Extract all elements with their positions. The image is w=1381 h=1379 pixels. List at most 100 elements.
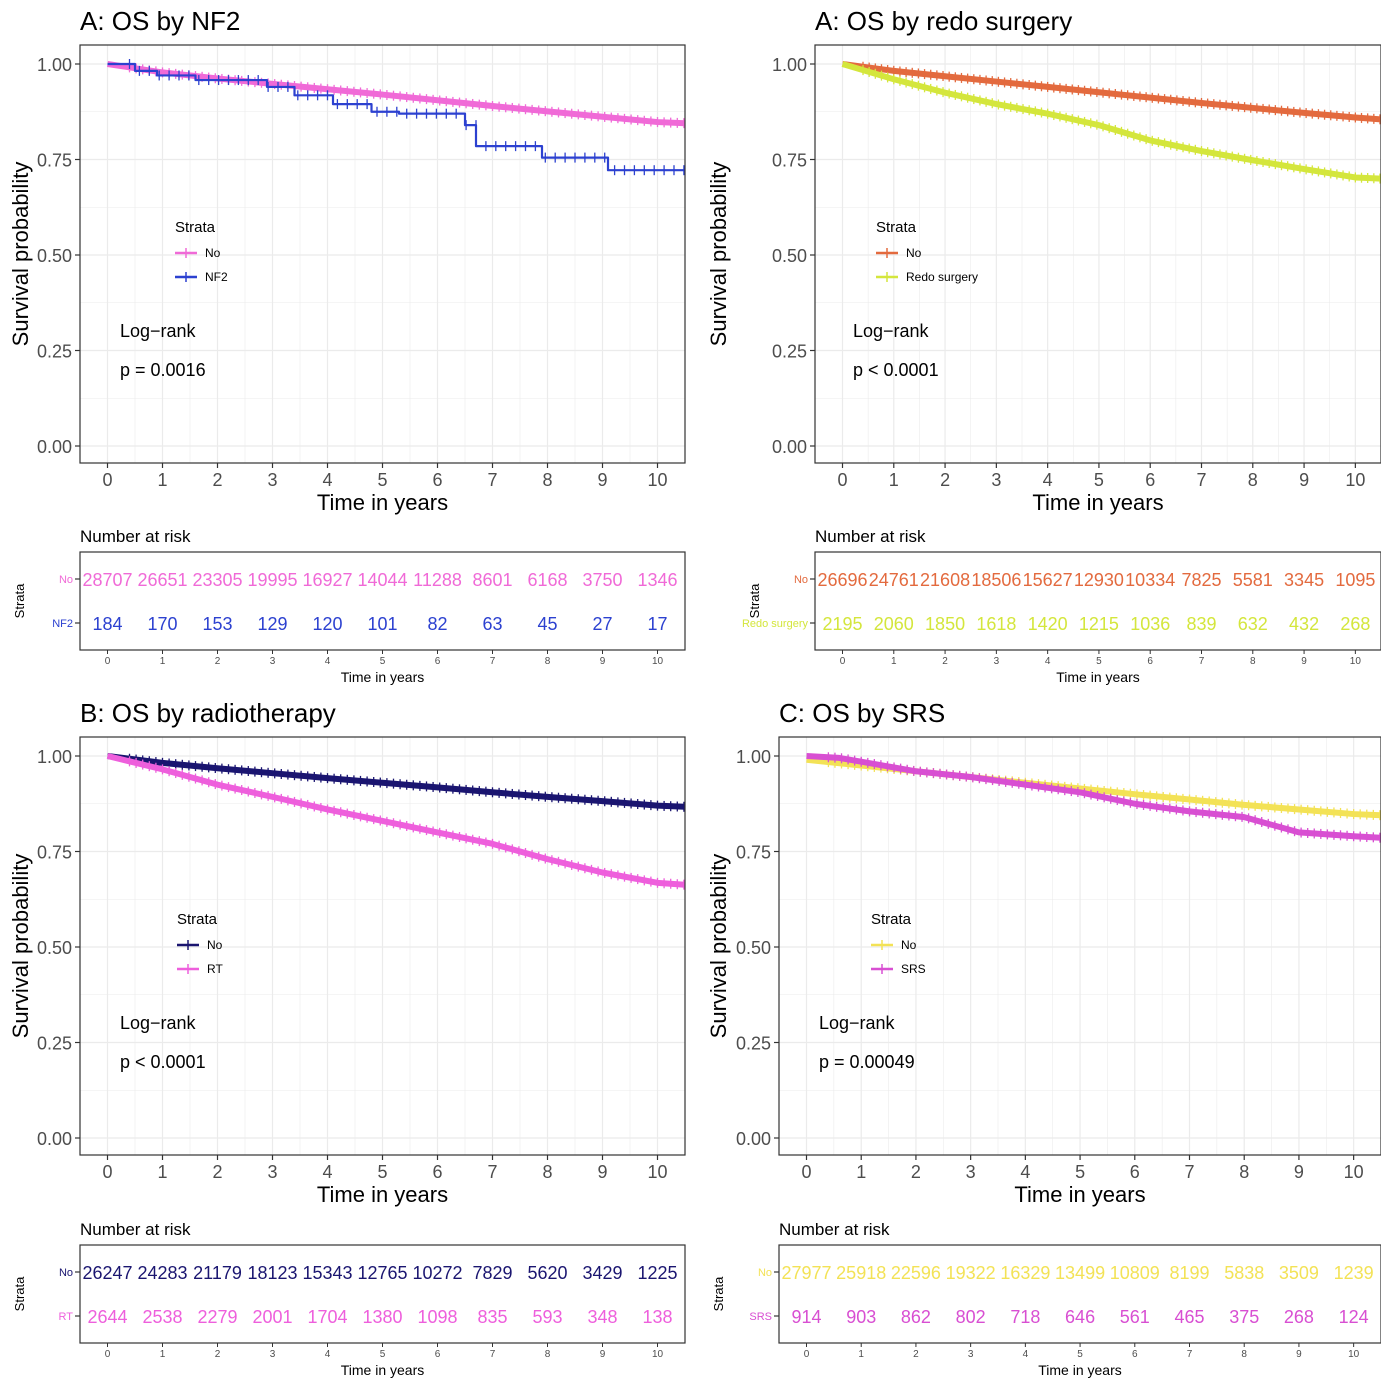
risk-table-title: Number at risk (80, 1220, 191, 1239)
risk-count: 138 (642, 1307, 672, 1327)
x-axis-label: Time in years (1014, 1182, 1145, 1207)
risk-count: 862 (901, 1307, 931, 1327)
plot-border (814, 44, 1381, 464)
risk-count: 7825 (1181, 570, 1221, 590)
risk-count: 22596 (891, 1263, 941, 1283)
x-tick-label: 10 (1344, 1162, 1364, 1182)
risk-count: 12930 (1074, 570, 1124, 590)
risk-x-tick-label: 7 (490, 656, 496, 667)
risk-row-label: No (59, 1267, 73, 1279)
risk-x-tick-label: 1 (891, 656, 897, 667)
x-tick-label: 1 (856, 1162, 866, 1182)
x-tick-label: 6 (1130, 1162, 1140, 1182)
risk-count: 1036 (1130, 614, 1170, 634)
x-tick-label: 3 (267, 470, 277, 490)
risk-count: 2644 (87, 1307, 127, 1327)
risk-x-axis-label: Time in years (341, 669, 425, 685)
risk-x-tick-label: 6 (1147, 656, 1153, 667)
risk-count: 465 (1174, 1307, 1204, 1327)
x-tick-label: 2 (940, 470, 950, 490)
curves (806, 752, 1381, 843)
risk-x-axis-label: Time in years (1038, 1362, 1122, 1378)
risk-count: 12765 (357, 1263, 407, 1283)
risk-count: 23305 (192, 570, 242, 590)
logrank-label: Log−rank (853, 321, 930, 341)
risk-x-tick-label: 5 (380, 1349, 386, 1360)
risk-y-axis-label: Strata (12, 1276, 27, 1311)
y-tick-label: 0.50 (37, 938, 72, 958)
risk-x-tick-label: 10 (652, 1349, 664, 1360)
risk-x-tick-label: 7 (1199, 656, 1205, 667)
risk-count: 5581 (1233, 570, 1273, 590)
curves (106, 753, 685, 890)
risk-table-title: Number at risk (80, 527, 191, 546)
risk-count: 1618 (976, 614, 1016, 634)
legend-label: No (207, 938, 223, 952)
censor-marks (128, 59, 685, 176)
risk-count: 129 (257, 614, 287, 634)
risk-count: 839 (1186, 614, 1216, 634)
risk-x-tick-label: 1 (160, 656, 166, 667)
y-tick-label: 0.25 (37, 342, 72, 362)
risk-count: 3345 (1284, 570, 1324, 590)
logrank-label: Log−rank (120, 321, 197, 341)
risk-count: 8199 (1169, 1263, 1209, 1283)
legend: Strata No RT (177, 911, 223, 976)
p-value-label: p < 0.0001 (853, 360, 939, 380)
panel-title: A: OS by NF2 (80, 6, 240, 36)
y-tick-label: 0.25 (37, 1034, 72, 1054)
risk-count: 13499 (1055, 1263, 1105, 1283)
risk-count: 19995 (247, 570, 297, 590)
risk-x-tick-label: 0 (804, 1349, 810, 1360)
x-tick-label: 6 (432, 470, 442, 490)
y-tick-label: 0.50 (736, 938, 771, 958)
risk-x-tick-label: 4 (325, 1349, 331, 1360)
grid (779, 737, 1381, 1155)
legend-label: NF2 (205, 270, 228, 284)
x-tick-label: 2 (212, 1162, 222, 1182)
risk-count: 914 (791, 1307, 821, 1327)
risk-count: 348 (587, 1307, 617, 1327)
risk-count: 268 (1284, 1307, 1314, 1327)
risk-y-axis-label: Strata (711, 1276, 726, 1311)
risk-count: 153 (202, 614, 232, 634)
risk-row-label: RT (59, 1311, 74, 1323)
x-tick-label: 8 (542, 1162, 552, 1182)
censor-marks (862, 65, 1381, 184)
legend-title: Strata (175, 219, 216, 236)
curves (841, 61, 1381, 184)
risk-count: 16329 (1000, 1263, 1050, 1283)
legend-label: No (205, 246, 221, 260)
risk-count: 1346 (637, 570, 677, 590)
y-tick-label: 1.00 (772, 55, 807, 75)
y-tick-label: 0.75 (772, 151, 807, 171)
y-tick-label: 0.50 (37, 246, 72, 266)
risk-x-tick-label: 8 (1241, 1349, 1247, 1360)
y-tick-label: 0.50 (772, 246, 807, 266)
panel-title: C: OS by SRS (779, 698, 945, 728)
x-tick-label: 5 (1094, 470, 1104, 490)
x-tick-label: 2 (212, 470, 222, 490)
risk-count: 3509 (1279, 1263, 1319, 1283)
risk-count: 3429 (582, 1263, 622, 1283)
x-tick-label: 9 (597, 470, 607, 490)
risk-count: 1380 (362, 1307, 402, 1327)
censor-marks (128, 756, 685, 890)
x-tick-label: 4 (322, 1162, 332, 1182)
x-tick-label: 1 (157, 470, 167, 490)
x-tick-label: 9 (597, 1162, 607, 1182)
risk-x-tick-label: 0 (840, 656, 846, 667)
risk-x-tick-label: 8 (545, 1349, 551, 1360)
x-tick-label: 7 (1196, 470, 1206, 490)
panel-title: A: OS by redo surgery (815, 6, 1072, 36)
risk-count: 6168 (527, 570, 567, 590)
x-tick-label: 3 (991, 470, 1001, 490)
y-axis-label: Survival probability (706, 854, 731, 1039)
x-tick-label: 8 (542, 470, 552, 490)
risk-y-axis-label: Strata (747, 583, 762, 618)
censor-marks (128, 753, 685, 812)
risk-count: 432 (1289, 614, 1319, 634)
y-axis-label: Survival probability (706, 162, 731, 347)
y-tick-label: 0.75 (37, 151, 72, 171)
risk-count: 1225 (637, 1263, 677, 1283)
